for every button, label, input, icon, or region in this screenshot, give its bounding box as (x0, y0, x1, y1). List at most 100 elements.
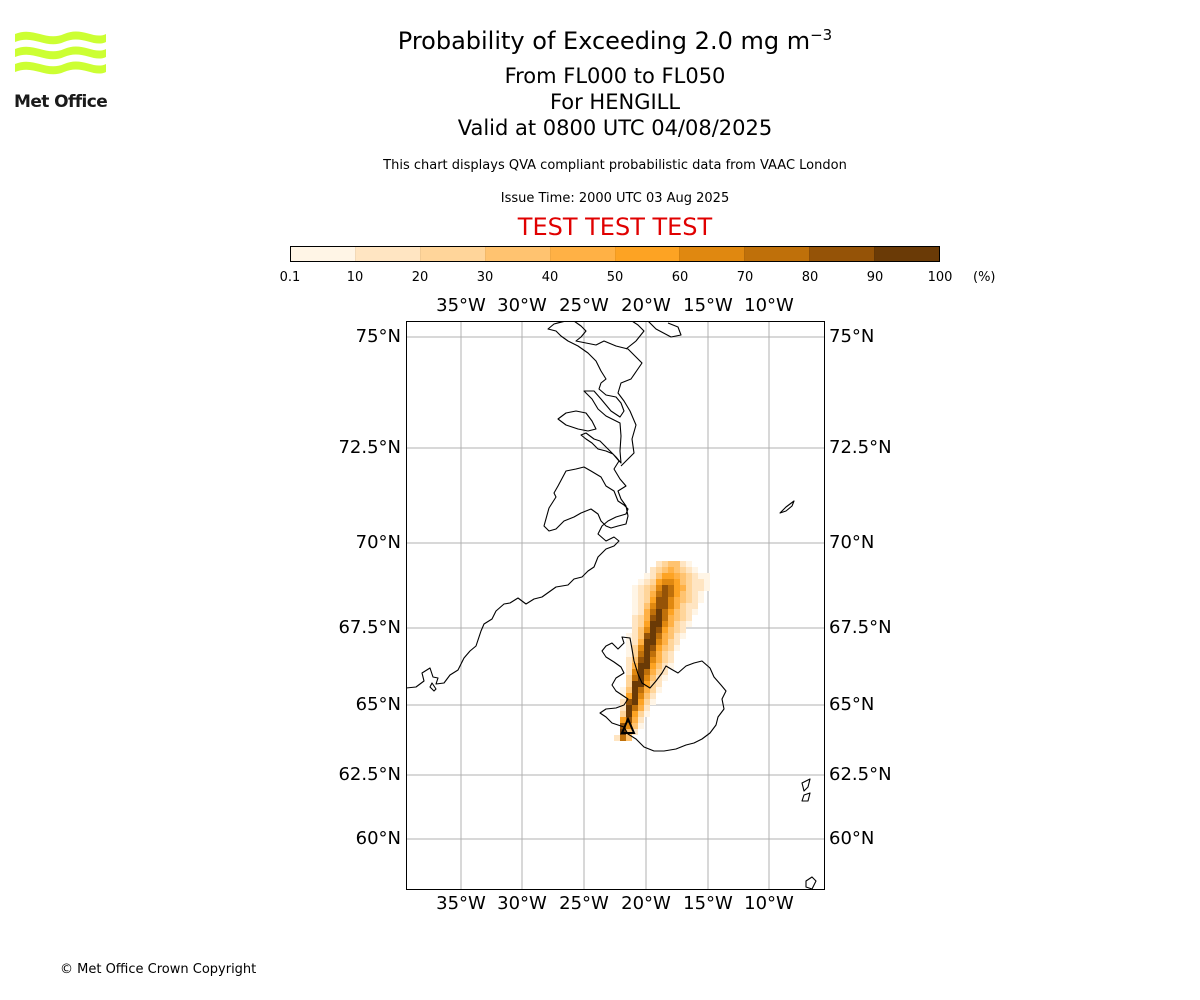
plume-cell (650, 651, 656, 657)
plume-cell (650, 693, 656, 699)
plume-cell (698, 579, 704, 585)
plume-cell (644, 675, 650, 681)
plume-cell (656, 615, 662, 621)
plume-cell (638, 699, 644, 705)
plume-cell (638, 711, 644, 717)
plume-cell (668, 603, 674, 609)
plume-cell (662, 597, 668, 603)
plume-cell (662, 561, 668, 567)
plume-cell (656, 573, 662, 579)
plume-cell (656, 663, 662, 669)
plume-cell (698, 585, 704, 591)
plume-cell (686, 597, 692, 603)
plume-cell (656, 681, 662, 687)
plume-cell (620, 699, 626, 705)
shetland-islands (805, 876, 817, 890)
plume-cell (632, 585, 638, 591)
plume-cell (668, 567, 674, 573)
level-range: From FL000 to FL050 (504, 64, 726, 88)
plume-cell (680, 603, 686, 609)
plume-cell (692, 597, 698, 603)
plume-cell (668, 585, 674, 591)
plume-cell (638, 627, 644, 633)
plume-cell (638, 681, 644, 687)
plume-cell (656, 579, 662, 585)
valid-time: Valid at 0800 UTC 04/08/2025 (457, 116, 773, 140)
plume-cell (644, 573, 650, 579)
plume-cell (674, 627, 680, 633)
lon-label-bottom: 20°W (621, 893, 671, 914)
plume-cell (668, 591, 674, 597)
colorbar (290, 246, 940, 262)
islet (429, 682, 437, 692)
plume-cell (656, 657, 662, 663)
plume-cell (698, 597, 704, 603)
lat-label-right: 67.5°N (829, 617, 892, 638)
plume-cell (626, 711, 632, 717)
jan-mayen-island (779, 500, 795, 514)
plume-cell (644, 669, 650, 675)
plume-cell (638, 639, 644, 645)
plume-cell (680, 621, 686, 627)
plume-cell (632, 729, 638, 735)
plume-cell (638, 669, 644, 675)
plume-cell (668, 597, 674, 603)
plume-cell (644, 693, 650, 699)
lon-label-bottom: 35°W (436, 893, 486, 914)
plume-cell (662, 573, 668, 579)
plume-cell (656, 675, 662, 681)
plume-cell (650, 579, 656, 585)
lat-label-right: 72.5°N (829, 437, 892, 458)
plume-cell (632, 645, 638, 651)
gridlines (406, 321, 825, 890)
copyright: © Met Office Crown Copyright (60, 962, 257, 977)
plume-cell (680, 597, 686, 603)
plume-cell (662, 675, 668, 681)
plume-cell (644, 651, 650, 657)
plume-cell (626, 723, 632, 729)
plume-cell (632, 687, 638, 693)
plume-cell (650, 669, 656, 675)
plume-cell (626, 669, 632, 675)
plume-cell (692, 603, 698, 609)
plume-cell (644, 687, 650, 693)
lat-label-right: 65°N (829, 694, 875, 715)
plume-cell (644, 585, 650, 591)
met-office-logo-icon (15, 31, 106, 75)
plume-cell (632, 711, 638, 717)
plume-cell (632, 603, 638, 609)
plume-cell (638, 663, 644, 669)
lon-label-top: 20°W (621, 295, 671, 316)
plume-cell (632, 657, 638, 663)
greenland-inlet (557, 410, 597, 432)
plume-cell (656, 639, 662, 645)
plume-cell (692, 609, 698, 615)
plume-cell (656, 645, 662, 651)
plume-cell (668, 561, 674, 567)
plume-cell (626, 663, 632, 669)
plume-cell (674, 579, 680, 585)
lon-label-bottom: 30°W (497, 893, 547, 914)
colorbar-segment (354, 247, 420, 261)
plume-cell (650, 621, 656, 627)
plume-cell (638, 645, 644, 651)
plume-cell (632, 681, 638, 687)
lat-label-right: 62.5°N (829, 764, 892, 785)
colorbar-unit: (%) (973, 270, 996, 285)
logo-text: Met Office (14, 92, 108, 112)
plume-cell (644, 603, 650, 609)
plume-cell (638, 717, 644, 723)
plume-cell (656, 651, 662, 657)
plume-cell (704, 579, 710, 585)
plume-cell (644, 681, 650, 687)
map-panel (406, 321, 825, 890)
plume-cell (644, 657, 650, 663)
chart-subtitle: This chart displays QVA compliant probab… (383, 158, 847, 173)
plume-cell (620, 723, 626, 729)
plume-cell (668, 657, 674, 663)
lat-label-left: 70°N (355, 532, 401, 553)
plume-cell (662, 639, 668, 645)
plume-cell (644, 609, 650, 615)
plume-cell (680, 615, 686, 621)
plume-cell (668, 663, 674, 669)
